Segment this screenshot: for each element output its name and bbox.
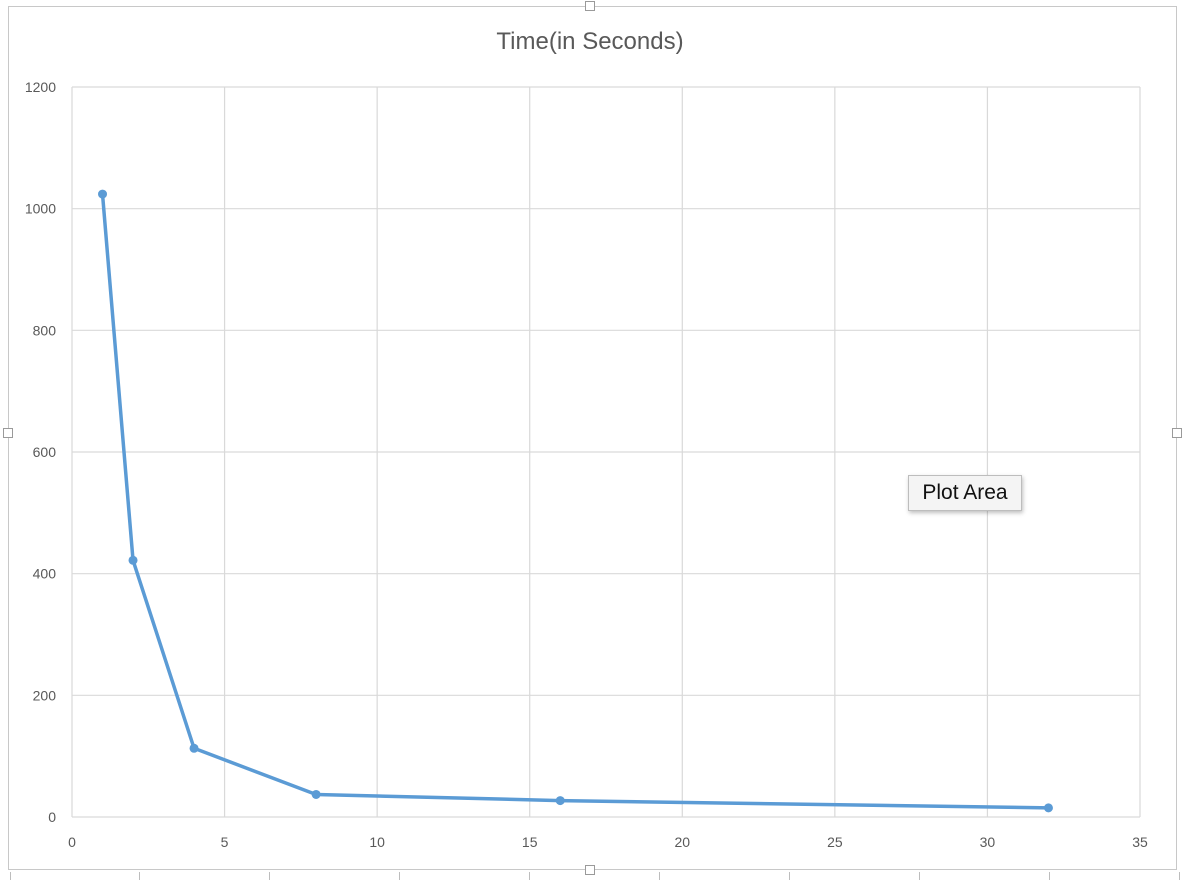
x-tick-label: 30 (980, 834, 996, 850)
x-tick-label: 0 (68, 834, 76, 850)
data-point[interactable] (1043, 803, 1053, 813)
axes: 0 5 10 15 20 25 30 35 0 200 400 600 800 1000 1200 (25, 79, 1148, 850)
x-tick-label: 5 (221, 834, 229, 850)
x-tick-label: 15 (522, 834, 538, 850)
y-tick-label: 0 (48, 809, 56, 825)
y-tick-label: 200 (33, 687, 57, 703)
data-point[interactable] (189, 743, 199, 753)
resize-handle-top[interactable] (585, 1, 595, 11)
x-tick-label: 35 (1132, 834, 1148, 850)
resize-handle-left[interactable] (3, 428, 13, 438)
x-tick-label: 10 (369, 834, 385, 850)
bottom-ruler (0, 872, 1190, 880)
x-tick-label: 25 (827, 834, 843, 850)
y-tick-label: 1000 (25, 201, 56, 217)
y-tick-label: 400 (33, 566, 57, 582)
series-line[interactable] (100, 192, 1051, 810)
resize-handle-right[interactable] (1172, 428, 1182, 438)
chart-title: Time(in Seconds) (496, 28, 683, 55)
grid (71, 86, 1141, 818)
resize-handle-bottom[interactable] (585, 865, 595, 875)
y-tick-label: 1200 (25, 79, 56, 95)
data-point[interactable] (98, 189, 108, 199)
data-point[interactable] (128, 555, 138, 565)
x-tick-label: 20 (674, 834, 690, 850)
data-point[interactable] (555, 796, 565, 806)
series[interactable] (98, 189, 1053, 813)
data-point[interactable] (311, 789, 321, 799)
y-tick-label: 800 (33, 322, 57, 338)
plot-area-tooltip: Plot Area (908, 475, 1022, 511)
chart-frame[interactable] (8, 6, 1177, 870)
y-tick-label: 600 (33, 444, 57, 460)
